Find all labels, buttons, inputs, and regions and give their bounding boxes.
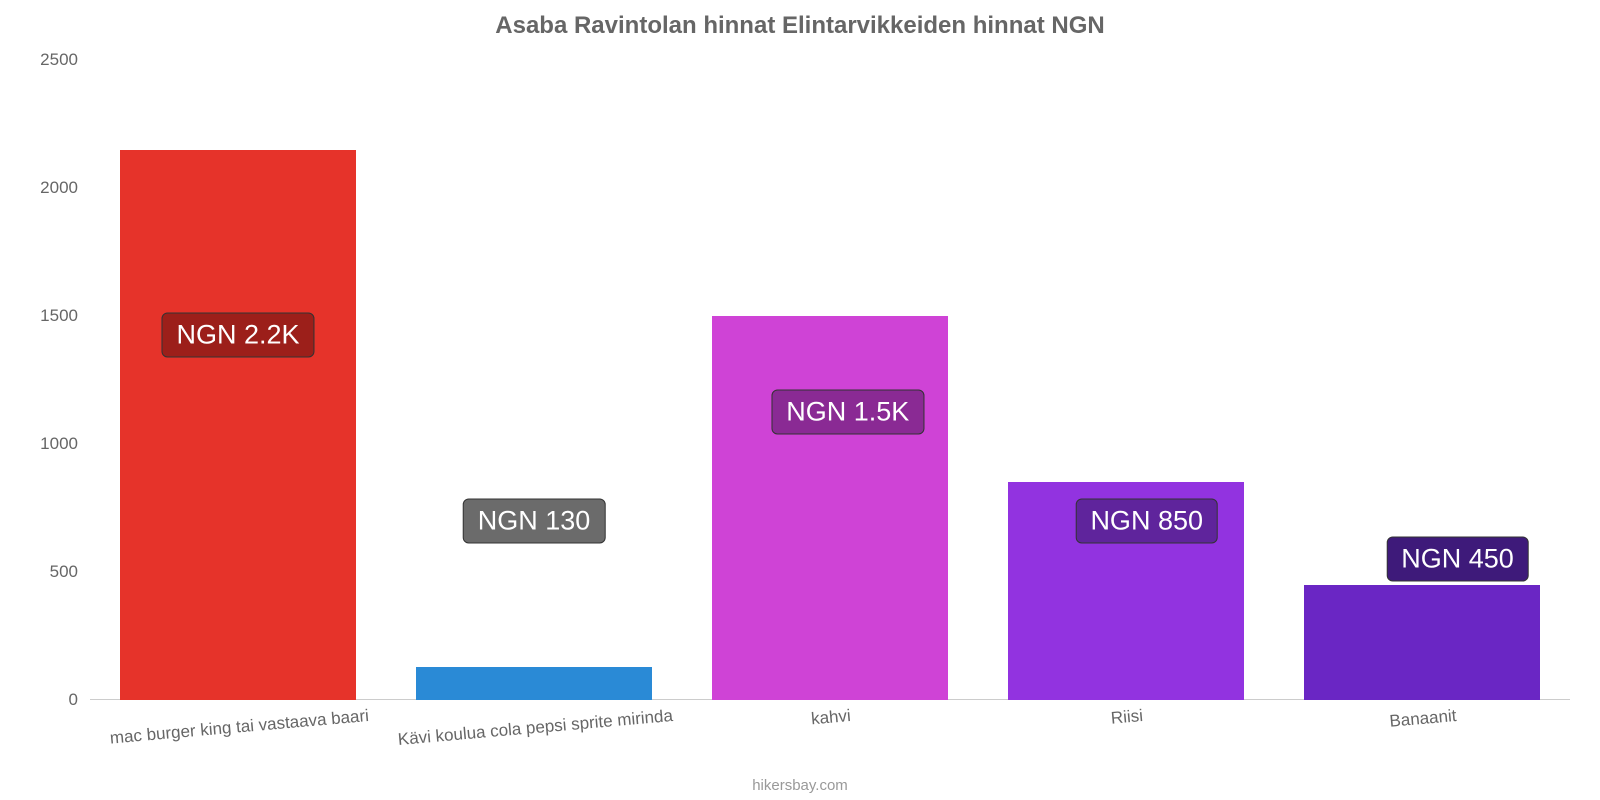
chart-title: Asaba Ravintolan hinnat Elintarvikkeiden…	[0, 0, 1600, 40]
bar	[1304, 585, 1541, 700]
bar	[712, 316, 949, 700]
x-tick-label: Kävi koulua cola pepsi sprite mirinda	[397, 706, 674, 750]
y-tick-label: 0	[8, 690, 78, 710]
chart-area: 05001000150020002500mac burger king tai …	[90, 60, 1570, 700]
value-badge: NGN 130	[463, 498, 606, 543]
value-badge: NGN 450	[1386, 537, 1529, 582]
value-badge: NGN 2.2K	[161, 313, 314, 358]
x-tick-label: kahvi	[810, 706, 851, 729]
x-tick-label: mac burger king tai vastaava baari	[109, 706, 370, 749]
y-tick-label: 500	[8, 562, 78, 582]
x-tick-label: Riisi	[1110, 706, 1144, 729]
bar	[120, 150, 357, 700]
value-badge: NGN 850	[1075, 498, 1218, 543]
value-badge: NGN 1.5K	[771, 390, 924, 435]
y-tick-label: 2500	[8, 50, 78, 70]
plot-area	[90, 60, 1570, 700]
y-tick-label: 1500	[8, 306, 78, 326]
attribution-text: hikersbay.com	[752, 777, 848, 794]
bar	[416, 667, 653, 700]
y-tick-label: 1000	[8, 434, 78, 454]
y-tick-label: 2000	[8, 178, 78, 198]
x-tick-label: Banaanit	[1389, 706, 1458, 732]
